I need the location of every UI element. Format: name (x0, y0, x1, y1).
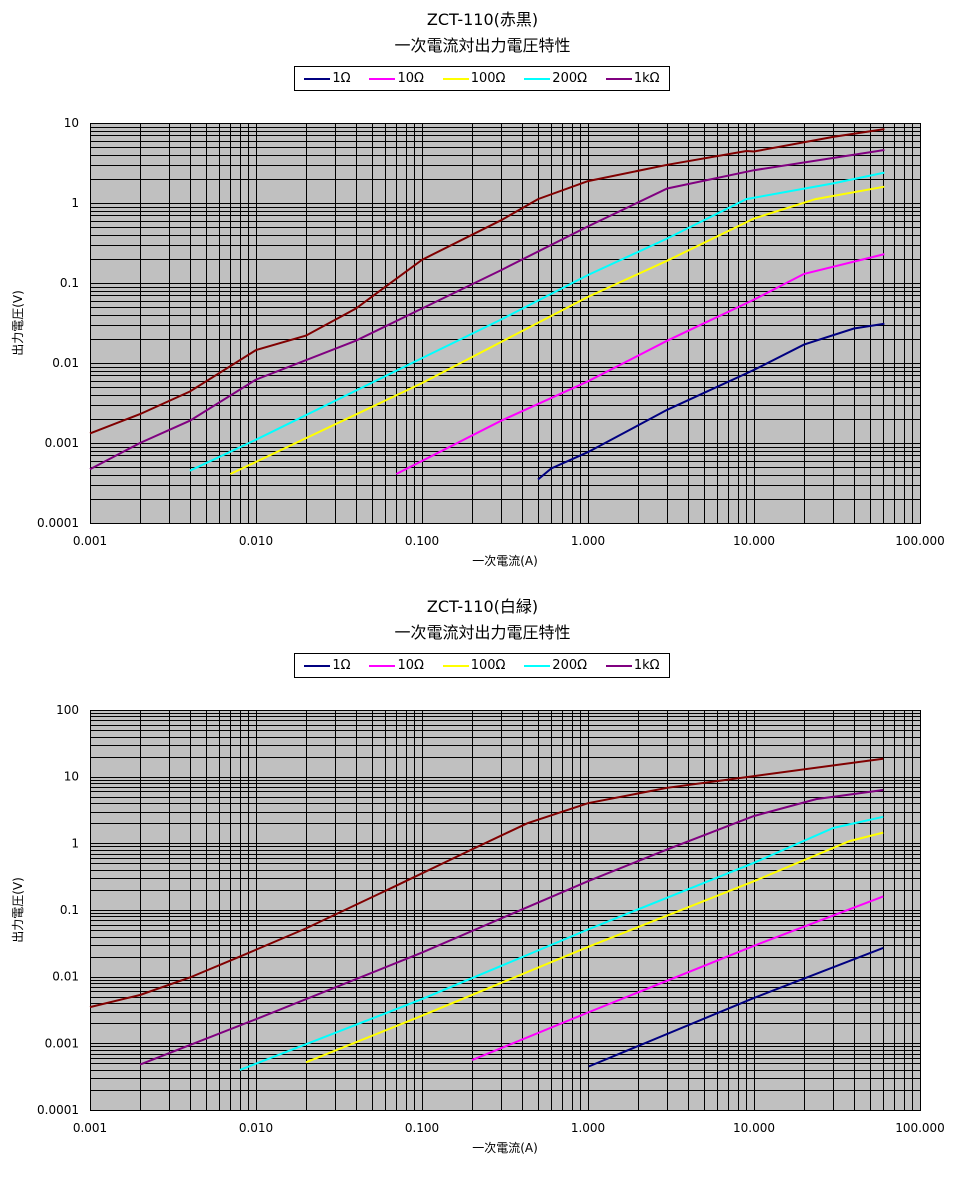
gridlines (90, 123, 920, 524)
chart-svg: 0.001 0.010 0.100 1.000 10.000 100.000 0.0001 0… (11, 703, 945, 1155)
legend-item: 1kΩ (605, 658, 660, 673)
legend-label: 100Ω (470, 71, 506, 86)
chart-svg: 0.001 0.010 0.100 1.000 10.000 100.000 0.0001 0… (11, 116, 945, 568)
legend-swatch (442, 664, 469, 667)
x-tick-label: 10.000 (733, 534, 775, 548)
legend-swatch (605, 664, 632, 667)
y-tick-label: 0.0001 (37, 1103, 79, 1117)
series-line-1ohm (588, 946, 884, 1068)
legend-item: 1kΩ (605, 71, 660, 86)
x-axis-label: 一次電流(A) (472, 1141, 538, 1155)
series-line-200ohm (239, 815, 884, 1071)
legend-item: 10Ω (369, 658, 424, 673)
x-tick-label: 0.010 (239, 534, 273, 548)
y-tick-label: 1 (71, 836, 79, 850)
legend-label: 100Ω (470, 658, 506, 673)
chart-title: ZCT-110(白緑) (426, 597, 539, 616)
legend-label: 1Ω (332, 658, 351, 673)
legend-label: 1kΩ (633, 658, 660, 673)
plot-border (90, 710, 921, 1111)
series-line-100ohm (229, 185, 885, 475)
legend: 1Ω 10Ω 100Ω 200Ω 1kΩ (294, 66, 670, 91)
x-tick-label: 10.000 (733, 1121, 775, 1135)
y-tick-label: 1 (71, 196, 79, 210)
x-tick-label: 1.000 (571, 534, 605, 548)
x-axis-label: 一次電流(A) (472, 554, 538, 568)
y-tick-label: 10 (64, 770, 79, 784)
legend-item: 200Ω (524, 71, 587, 86)
plot-area (90, 123, 920, 523)
series-line-1kohm (139, 789, 884, 1066)
y-axis-label: 出力電圧(V) (11, 877, 25, 943)
y-tick-label: 0.001 (45, 436, 79, 450)
y-tick-label: 0.1 (60, 903, 79, 917)
x-tick-label: 0.001 (73, 534, 107, 548)
series-line-200ohm (189, 171, 885, 472)
series-line-100ohm (305, 831, 884, 1064)
plot-border (90, 123, 921, 524)
y-tick-label: 100 (56, 703, 79, 717)
legend-item: 10Ω (369, 71, 424, 86)
y-tick-label: 0.1 (60, 276, 79, 290)
x-tick-label: 0.010 (239, 1121, 273, 1135)
legend-swatch (369, 664, 396, 667)
series-line-1kohm (89, 149, 885, 471)
chart-white-green: 0.001 0.010 0.100 1.000 10.000 100.000 0.0001 0… (0, 587, 965, 1177)
legend-item: 100Ω (442, 71, 506, 86)
x-tick-label: 100.000 (895, 1121, 945, 1135)
legend-label: 200Ω (552, 71, 588, 86)
x-tick-label: 0.100 (405, 534, 439, 548)
legend-label: 200Ω (552, 658, 588, 673)
legend-swatch (524, 77, 551, 80)
y-tick-label: 0.0001 (37, 516, 79, 530)
chart-red-black: 0.001 0.010 0.100 1.000 10.000 100.000 0.0001 0… (11, 10, 945, 568)
legend-swatch (304, 77, 331, 80)
series-line-10ohm (395, 253, 885, 475)
y-tick-label: 10 (64, 116, 79, 130)
legend-swatch (369, 77, 396, 80)
chart-subtitle: 一次電流対出力電圧特性 (394, 623, 571, 642)
legend-item: 1Ω (304, 71, 351, 86)
x-tick-label: 100.000 (895, 534, 945, 548)
y-axis-label: 出力電圧(V) (11, 290, 25, 356)
series-line-1ohm (537, 322, 885, 481)
y-tick-label: 0.01 (52, 970, 79, 984)
y-tick-label: 0.01 (52, 356, 79, 370)
legend-label: 10Ω (397, 71, 424, 86)
legend-label: 1kΩ (633, 71, 660, 86)
legend-label: 10Ω (397, 658, 424, 673)
legend-swatch (304, 664, 331, 667)
legend-item: 200Ω (524, 658, 587, 673)
series-line-unlabeled (89, 128, 885, 435)
y-tick-label: 0.001 (45, 1036, 79, 1050)
legend-item: 1Ω (304, 658, 351, 673)
x-tick-label: 0.100 (405, 1121, 439, 1135)
legend-item: 100Ω (442, 658, 506, 673)
x-tick-label: 1.000 (571, 1121, 605, 1135)
legend-swatch (524, 664, 551, 667)
legend: 1Ω 10Ω 100Ω 200Ω 1kΩ (294, 653, 670, 678)
series-line-10ohm (471, 895, 884, 1062)
legend-swatch (605, 77, 632, 80)
series-line-unlabeled (89, 757, 884, 1009)
chart-subtitle: 一次電流対出力電圧特性 (394, 36, 571, 55)
legend-label: 1Ω (332, 71, 351, 86)
chart-title: ZCT-110(赤黒) (426, 10, 539, 29)
x-tick-label: 0.001 (73, 1121, 107, 1135)
legend-swatch (442, 77, 469, 80)
